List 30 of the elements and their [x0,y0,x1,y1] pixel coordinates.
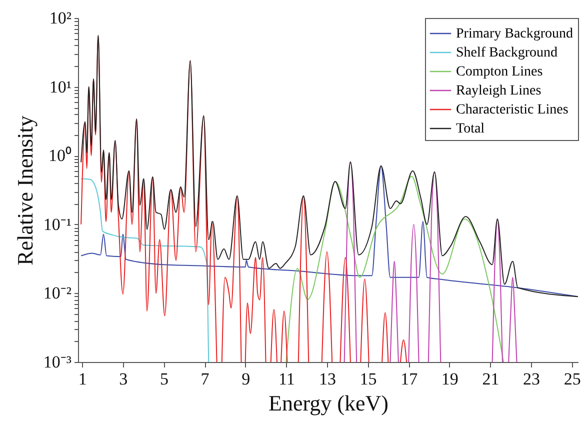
x-axis-title: Energy (keV) [268,390,388,416]
x-tick-label: 13 [318,370,336,388]
legend-label: Total [456,122,485,136]
y-tick-label: 10⁰ [48,146,72,166]
line-series [286,176,504,362]
x-tick-label: 3 [119,370,128,388]
x-tick-label: 25 [564,370,581,388]
y-tick-label: 10¹ [49,77,72,96]
x-tick-label: 5 [160,370,168,388]
x-tick-label: 19 [441,370,458,388]
y-tick-label: 10⁻¹ [43,214,72,234]
y-tick-label: 10⁻³ [43,352,72,372]
y-tick-label: 10⁻² [43,284,72,303]
x-tick-label: 9 [242,370,250,388]
x-tick-label: 21 [482,370,500,388]
x-tick-label: 23 [523,370,540,388]
y-axis-title: Relative Inensity [12,116,38,266]
x-tick-label: 7 [200,370,210,388]
line-series [80,165,578,298]
x-tick-label: 11 [278,370,295,388]
legend-label: Characteristic Lines [456,102,568,118]
x-tick-label: 15 [360,370,377,388]
x-tick-label: 1 [78,370,87,388]
legend-label: Compton Lines [456,64,543,80]
line-series [80,178,210,362]
legend-label: Rayleigh Lines [456,84,542,98]
legend-label: Shelf Background [456,46,558,60]
x-tick-label: 17 [400,370,418,388]
legend-label: Primary Background [456,26,574,42]
y-tick-label: 10² [49,8,72,28]
